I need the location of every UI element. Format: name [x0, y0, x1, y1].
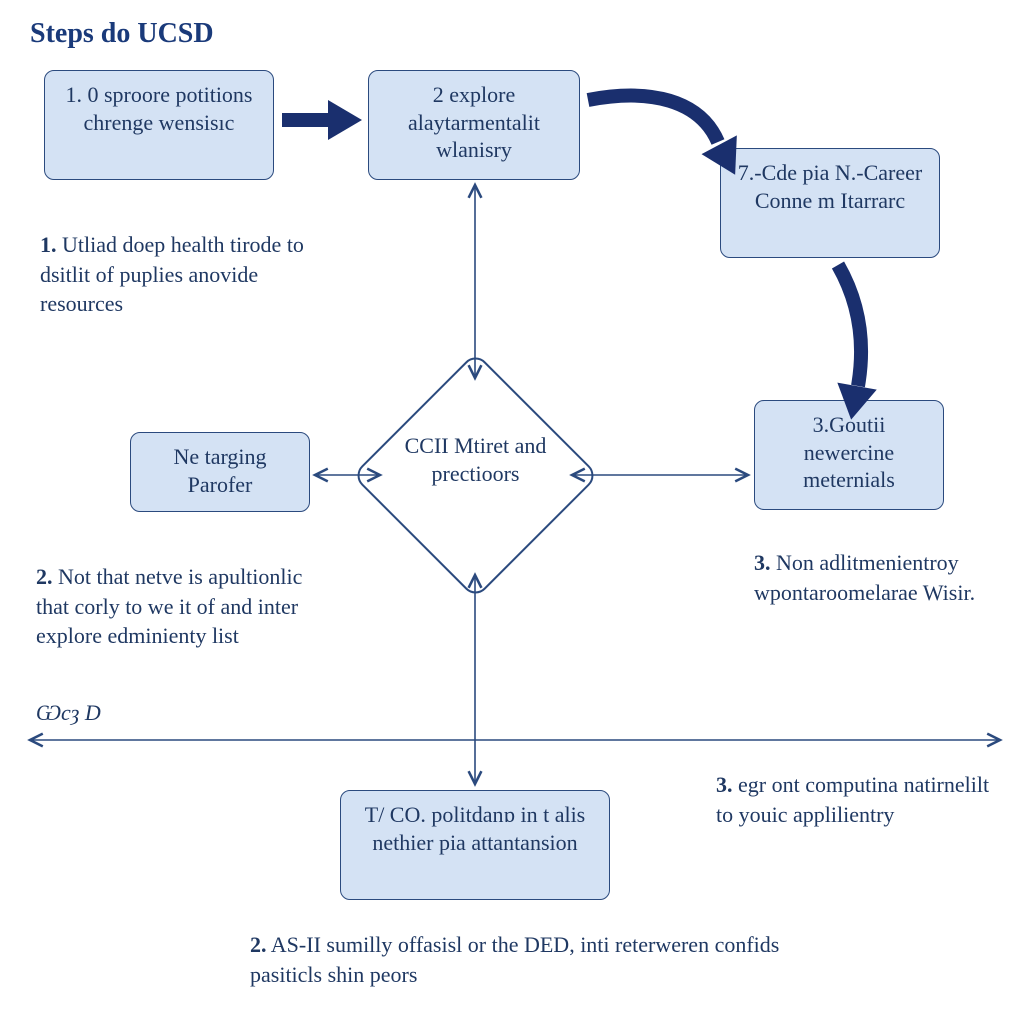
desc-3a-num: 3.	[754, 550, 771, 575]
desc-2-text: Not that netve is apultionlic that corly…	[36, 564, 302, 648]
diagram-canvas: Steps do UCSD 1. 0 sproore potitions chr…	[0, 0, 1024, 1024]
desc-1: 1. Utliad doep health tirode to dsitlit …	[40, 230, 310, 319]
diamond-label: CCII Mtiret and prectioors	[398, 432, 553, 487]
desc-3a-text: Non adlitmenientroy wpontaroomelarae Wis…	[754, 550, 975, 605]
desc-2-italic: Ѡcȝ D	[36, 700, 156, 726]
arrow-thick-1	[282, 100, 362, 140]
desc-2-num: 2.	[36, 564, 53, 589]
desc-2: 2. Not that netve is apultionlic that co…	[36, 562, 326, 651]
desc-3b-text: egr ont computina natirnelilt to youic a…	[716, 772, 989, 827]
box-step3-right: 3.Goutii newercine meternials	[754, 400, 944, 510]
desc-1-text: Utliad doep health tirode to dsitlit of …	[40, 232, 304, 316]
box-step7: 7.-Cde pia N.-Career Conne m Itarrarc	[720, 148, 940, 258]
box-step1: 1. 0 sproore potitions chrenge wensisıc	[44, 70, 274, 180]
desc-3b-num: 3.	[716, 772, 733, 797]
desc-3a: 3. Non adlitmenientroy wpontaroomelarae …	[754, 548, 994, 607]
desc-1-num: 1.	[40, 232, 57, 257]
desc-2b: 2. AS-II sumilly offasisl or the DED, in…	[250, 930, 790, 989]
box-bottom: T/ CO. politdanɒ in t alis nethier pia a…	[340, 790, 610, 900]
desc-2b-num: 2.	[250, 932, 267, 957]
box-ne: Ne targing Parofer	[130, 432, 310, 512]
desc-2b-text: AS-II sumilly offasisl or the DED, inti …	[250, 932, 779, 987]
page-title: Steps do UCSD	[30, 18, 214, 50]
desc-3b: 3. egr ont computina natirnelilt to youi…	[716, 770, 996, 829]
box-step2: 2 explore alaytarmentalit wlanisry	[368, 70, 580, 180]
